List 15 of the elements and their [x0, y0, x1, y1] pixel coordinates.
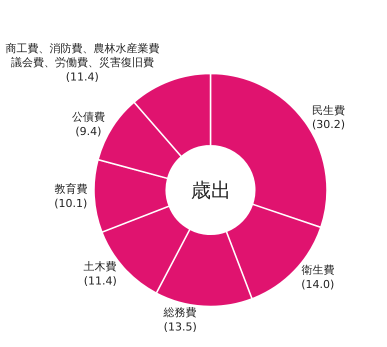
data-label: (30.2) [312, 118, 346, 132]
text: 歳出 [191, 178, 231, 202]
data-label: (14.0) [301, 278, 334, 292]
data-label: (9.4) [75, 125, 102, 138]
slice-label: 民生費 [312, 104, 346, 117]
slice-label: 教育費 [54, 182, 88, 196]
data-label: (11.4) [66, 70, 99, 84]
data-label: (10.1) [54, 196, 88, 210]
slice-label: 総務費 [162, 306, 197, 320]
data-label: (11.4) [84, 274, 117, 288]
slice-label: 公債費 [72, 110, 105, 124]
slice-label: 衛生費 [301, 264, 334, 277]
slice-label: 土木費 [84, 260, 117, 273]
data-label: (13.5) [164, 320, 197, 334]
slice-label: 商工費、消防費、農林水産業費議会費、労働費、災害復旧費 [5, 42, 160, 70]
